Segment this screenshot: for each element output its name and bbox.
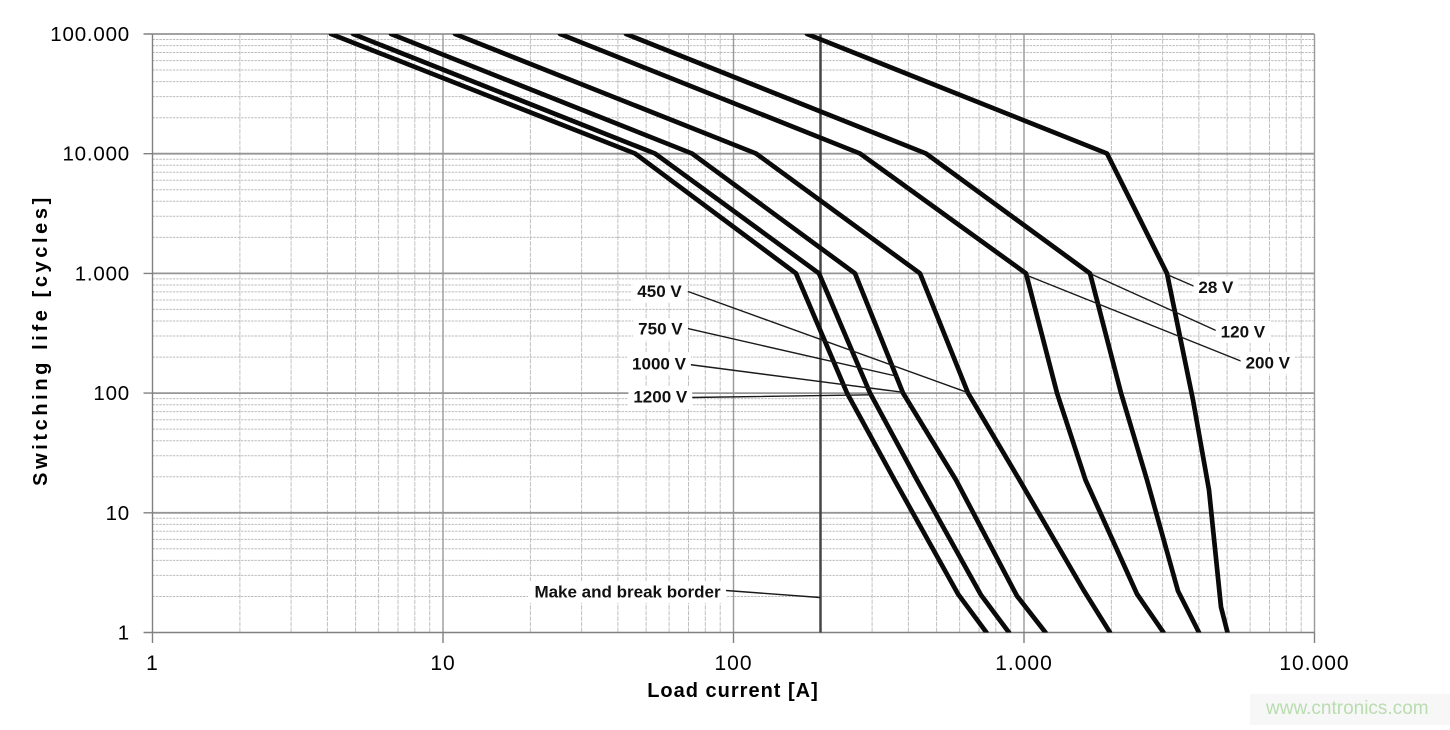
svg-text:1.000: 1.000 bbox=[995, 652, 1053, 675]
svg-text:120 V: 120 V bbox=[1221, 322, 1266, 341]
svg-text:10: 10 bbox=[430, 652, 455, 675]
svg-text:1000 V: 1000 V bbox=[632, 355, 687, 374]
svg-text:10.000: 10.000 bbox=[62, 143, 130, 166]
svg-text:Switching life [cycles]: Switching life [cycles] bbox=[30, 194, 52, 486]
svg-text:100: 100 bbox=[93, 382, 130, 405]
svg-text:10: 10 bbox=[106, 502, 130, 525]
svg-text:1200 V: 1200 V bbox=[633, 388, 688, 407]
svg-text:Load current [A]: Load current [A] bbox=[647, 680, 819, 702]
svg-text:28 V: 28 V bbox=[1198, 278, 1234, 297]
svg-text:100: 100 bbox=[714, 652, 752, 675]
svg-text:www.cntronics.com: www.cntronics.com bbox=[1265, 698, 1429, 719]
svg-text:10.000: 10.000 bbox=[1279, 652, 1349, 675]
svg-text:750 V: 750 V bbox=[638, 320, 683, 339]
svg-text:200 V: 200 V bbox=[1246, 353, 1291, 372]
svg-text:1: 1 bbox=[118, 622, 130, 645]
svg-text:1: 1 bbox=[146, 652, 159, 675]
svg-text:100.000: 100.000 bbox=[50, 23, 130, 46]
svg-text:1.000: 1.000 bbox=[75, 262, 130, 285]
svg-text:Make and break border: Make and break border bbox=[534, 583, 721, 602]
svg-text:450 V: 450 V bbox=[637, 282, 682, 301]
